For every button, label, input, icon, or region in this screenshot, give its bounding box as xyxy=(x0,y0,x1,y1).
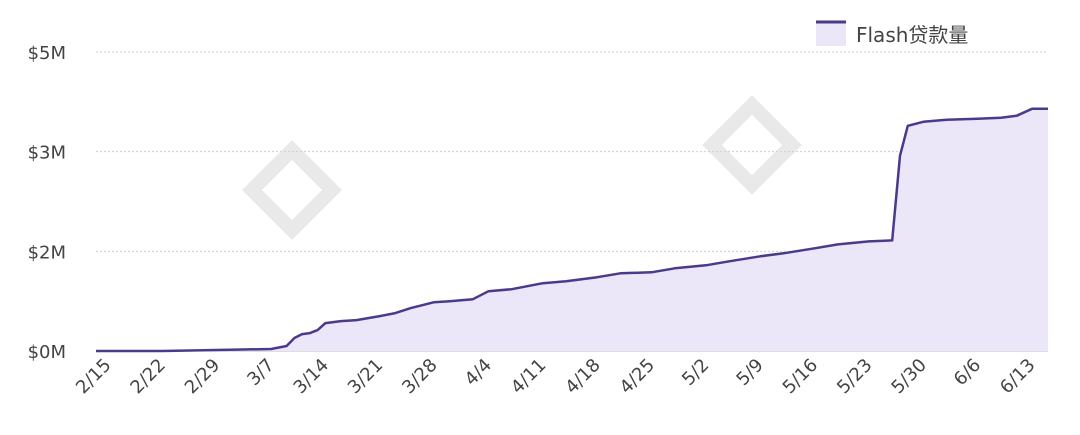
x-tick-label: 3/7 xyxy=(243,355,278,390)
x-tick-label: 5/9 xyxy=(732,355,767,390)
x-tick-label: 3/14 xyxy=(290,355,333,398)
watermark-logo-1 xyxy=(242,140,342,240)
series-line xyxy=(96,107,1048,353)
x-tick-label: 2/15 xyxy=(72,355,115,398)
y-tick-label: $2M xyxy=(28,242,66,263)
x-tick-label: 5/2 xyxy=(678,355,713,390)
x-tick-label: 4/25 xyxy=(616,355,659,398)
x-tick-label: 3/21 xyxy=(344,355,387,398)
x-tick-label: 5/30 xyxy=(887,355,930,398)
x-tick-label: 2/29 xyxy=(181,355,224,398)
x-tick-label: 6/13 xyxy=(996,355,1039,398)
x-tick-label: 4/11 xyxy=(507,355,550,398)
x-tick-label: 2/22 xyxy=(126,355,169,398)
x-axis-ticks: 2/15 2/22 2/29 3/7 3/14 3/21 3/28 4/4 4/11 4/18 4/… xyxy=(72,355,1039,398)
legend-label: Flash贷款量 xyxy=(856,23,968,47)
watermark xyxy=(242,95,802,240)
x-tick-label: 4/4 xyxy=(461,355,496,390)
y-tick-label: $0M xyxy=(28,342,66,363)
x-tick-label: 5/16 xyxy=(779,355,822,398)
y-tick-label: $5M xyxy=(28,43,66,64)
series-area xyxy=(96,107,1048,353)
x-tick-label: 6/6 xyxy=(950,355,985,390)
y-axis-ticks: $0M $2M $3M $5M xyxy=(28,43,66,363)
watermark-logo-2 xyxy=(702,95,802,195)
legend-swatch xyxy=(816,22,846,46)
legend: Flash贷款量 xyxy=(816,20,968,47)
series-area-fill xyxy=(96,108,1048,351)
y-tick-label: $3M xyxy=(28,143,66,164)
x-tick-label: 3/28 xyxy=(398,355,441,398)
x-tick-label: 5/23 xyxy=(833,355,876,398)
x-tick-label: 4/18 xyxy=(561,355,604,398)
